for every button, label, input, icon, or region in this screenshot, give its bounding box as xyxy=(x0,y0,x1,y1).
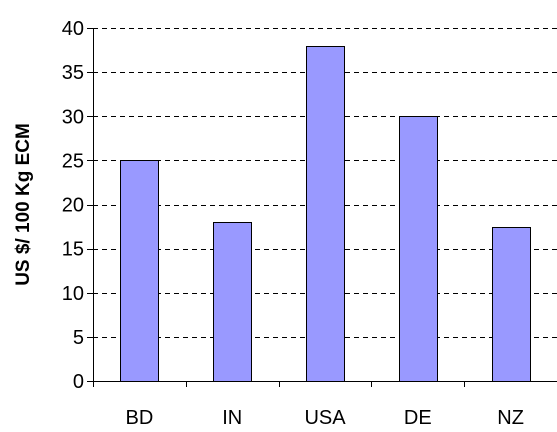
y-tick-label: 10 xyxy=(62,283,84,305)
x-tick-label-in: IN xyxy=(222,407,242,429)
bar-bd xyxy=(120,160,159,382)
bar-usa xyxy=(306,46,345,382)
y-tick-label: 35 xyxy=(62,62,84,84)
y-tick-label: 0 xyxy=(73,371,84,393)
y-tick-label: 25 xyxy=(62,150,84,172)
y-tick-labels: 0 5 10 15 20 25 30 35 40 xyxy=(62,18,84,393)
y-tick-label: 15 xyxy=(62,239,84,261)
y-tick-label: 30 xyxy=(62,106,84,128)
x-tick-label-bd: BD xyxy=(126,407,154,429)
bar-de xyxy=(399,116,438,382)
bar-in xyxy=(213,222,252,382)
x-tick-labels: BD IN USA DE NZ xyxy=(126,407,524,429)
x-tick-label-usa: USA xyxy=(304,407,346,429)
bar-nz xyxy=(492,227,531,382)
x-tick-label-nz: NZ xyxy=(497,407,524,429)
x-tick-label-de: DE xyxy=(404,407,432,429)
y-axis-title: US $/ 100 Kg ECM xyxy=(13,123,34,286)
y-tick-label: 20 xyxy=(62,195,84,217)
y-tick-label: 40 xyxy=(62,18,84,40)
axes xyxy=(87,28,557,387)
y-tick-label: 5 xyxy=(73,327,84,349)
bars xyxy=(120,46,531,382)
